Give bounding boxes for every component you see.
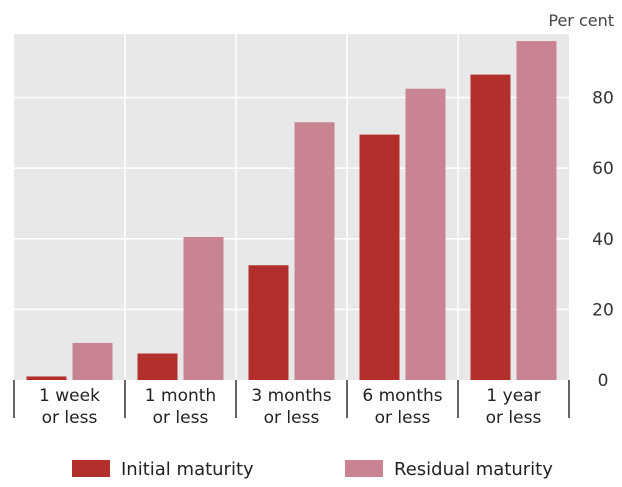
y-tick-label: 0 (598, 371, 609, 391)
x-tick-label: or less (375, 408, 431, 428)
x-tick-label: 1 year (486, 386, 540, 406)
legend-swatch-1 (345, 460, 383, 477)
legend-swatch-0 (72, 460, 110, 477)
bar-initial-2 (248, 265, 289, 380)
y-tick-label: 40 (592, 230, 614, 250)
bar-residual-1 (183, 237, 224, 380)
bar-initial-0 (26, 376, 67, 380)
x-tick-label: 3 months (251, 386, 331, 406)
legend-label-0: Initial maturity (121, 459, 254, 480)
y-tick-label: 20 (592, 300, 614, 320)
y-tick-label: 60 (592, 159, 614, 179)
x-tick-label: or less (153, 408, 209, 428)
bar-residual-0 (72, 342, 113, 380)
x-tick-label: or less (42, 408, 98, 428)
x-tick-label: 6 months (362, 386, 442, 406)
unit-label: Per cent (548, 11, 614, 30)
legend-label-1: Residual maturity (394, 459, 553, 480)
bar-residual-3 (405, 88, 446, 380)
bars (26, 41, 557, 381)
bar-initial-1 (137, 353, 178, 380)
legend: Initial maturity Residual maturity (72, 459, 553, 480)
bar-residual-2 (294, 122, 335, 380)
x-tick-label: 1 month (145, 386, 216, 406)
bar-initial-3 (359, 134, 400, 380)
bar-residual-4 (516, 41, 557, 381)
bar-initial-4 (470, 74, 511, 380)
x-tick-label: or less (486, 408, 542, 428)
y-tick-label: 80 (592, 89, 614, 109)
x-tick-label: 1 week (39, 386, 100, 406)
x-tick-label: or less (264, 408, 320, 428)
